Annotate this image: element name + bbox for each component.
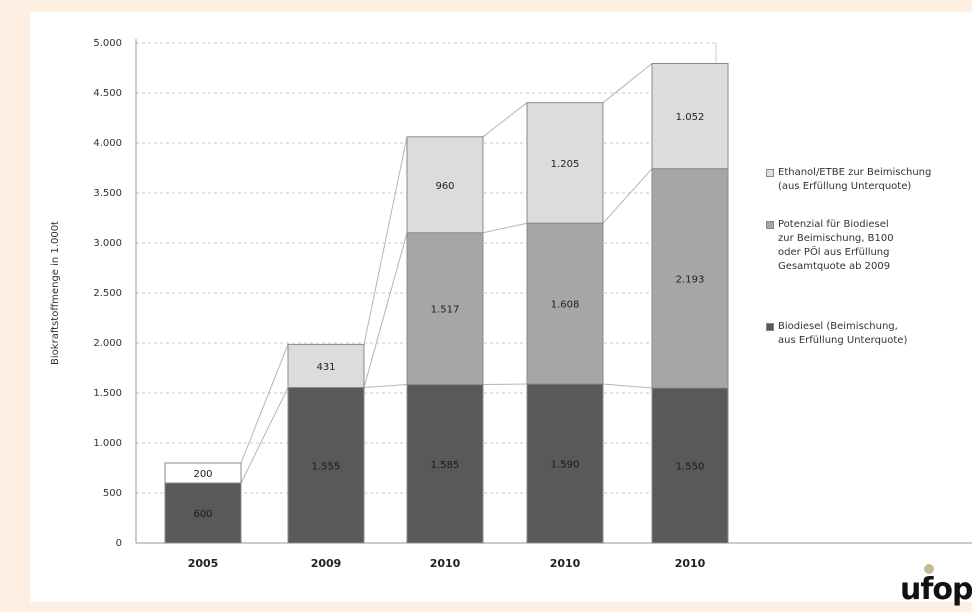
legend-item-potenzial: Potenzial für Biodiesel zur Beimischung,…: [766, 218, 972, 274]
y-tick-label: 2.500: [93, 288, 122, 299]
connector-line: [363, 232, 408, 388]
connector-line: [602, 168, 653, 224]
connector-line: [240, 387, 289, 484]
y-tick-label: 3.500: [93, 188, 122, 199]
stacked-bar-chart: 0 500 1.000 1.500 2.000 2.500 3.000 3.500 4.000 4…: [50, 38, 972, 570]
legend-item-ethanol: Ethanol/ETBE zur Beimischung (aus Erfüll…: [766, 166, 972, 194]
connector-line: [240, 344, 289, 464]
x-tick-label: 2010: [550, 557, 581, 570]
connector-line: [482, 102, 528, 138]
bar-segment-biodiesel: [287, 387, 365, 544]
bar-segment-biodiesel: [526, 383, 604, 544]
x-tick-label: 2005: [188, 557, 219, 570]
y-tick-label: 1.500: [93, 388, 122, 399]
bar-segment-biodiesel: [406, 384, 484, 544]
data-label: 1.590: [551, 460, 580, 471]
legend-swatch-ethanol: [766, 169, 774, 177]
bar-segment-potenzial: [406, 232, 484, 385]
bar-segment-ethanol: [651, 63, 729, 170]
x-tick-label: 2009: [311, 557, 342, 570]
logo-dot-icon: [924, 564, 934, 574]
y-tick-label: 1.000: [93, 438, 122, 449]
legend-item-biodiesel: Biodiesel (Beimischung, aus Erfüllung Un…: [766, 320, 972, 348]
legend-swatch-biodiesel: [766, 323, 774, 331]
data-label: 1.608: [551, 300, 580, 311]
data-label: 1.550: [676, 462, 705, 473]
bar-segment-ethanol: [287, 343, 365, 388]
connector-line: [482, 222, 528, 234]
data-label: 1.052: [676, 112, 705, 123]
data-label: 1.517: [431, 305, 460, 316]
x-tick-label: 2010: [430, 557, 461, 570]
bar-segment-ethanol: [164, 462, 242, 484]
y-tick-label: 0: [116, 538, 122, 549]
bar-segment-potenzial: [651, 168, 729, 389]
connector-line: [602, 383, 653, 389]
data-label: 1.205: [551, 159, 580, 170]
y-tick-label: 2.000: [93, 338, 122, 349]
y-tick-label: 5.000: [93, 38, 122, 49]
y-tick-label: 4.500: [93, 88, 122, 99]
legend-swatch-potenzial: [766, 221, 774, 229]
connector-line: [482, 383, 528, 385]
y-axis-title: Biokraftstoffmenge in 1.000t: [50, 221, 61, 365]
data-label: 1.555: [312, 461, 341, 472]
data-label: 200: [193, 469, 212, 480]
data-label: 2.193: [676, 274, 705, 285]
ufop-logo: ufop: [900, 564, 972, 607]
connector-line: [363, 384, 408, 388]
logo-text: ufop: [900, 572, 972, 607]
bar-segment-ethanol: [526, 102, 604, 224]
legend-label-potenzial: Potenzial für Biodiesel zur Beimischung,…: [778, 219, 894, 272]
legend-label-biodiesel: Biodiesel (Beimischung, aus Erfüllung Un…: [778, 321, 908, 346]
legend-label-ethanol: Ethanol/ETBE zur Beimischung (aus Erfüll…: [778, 167, 932, 192]
chart-frame: 0 500 1.000 1.500 2.000 2.500 3.000 3.500 4.000 4…: [30, 12, 972, 607]
data-label: 600: [193, 509, 212, 520]
connector-line: [363, 136, 408, 345]
connector-line: [602, 63, 653, 104]
data-label: 960: [435, 181, 454, 192]
y-tick-label: 500: [103, 488, 122, 499]
x-tick-label: 2010: [675, 557, 706, 570]
data-label: 1.585: [431, 460, 460, 471]
bar-segment-biodiesel: [651, 387, 729, 544]
data-label: 431: [316, 362, 335, 373]
bar-segment-ethanol: [406, 136, 484, 234]
y-tick-label: 4.000: [93, 138, 122, 149]
y-tick-label: 3.000: [93, 238, 122, 249]
